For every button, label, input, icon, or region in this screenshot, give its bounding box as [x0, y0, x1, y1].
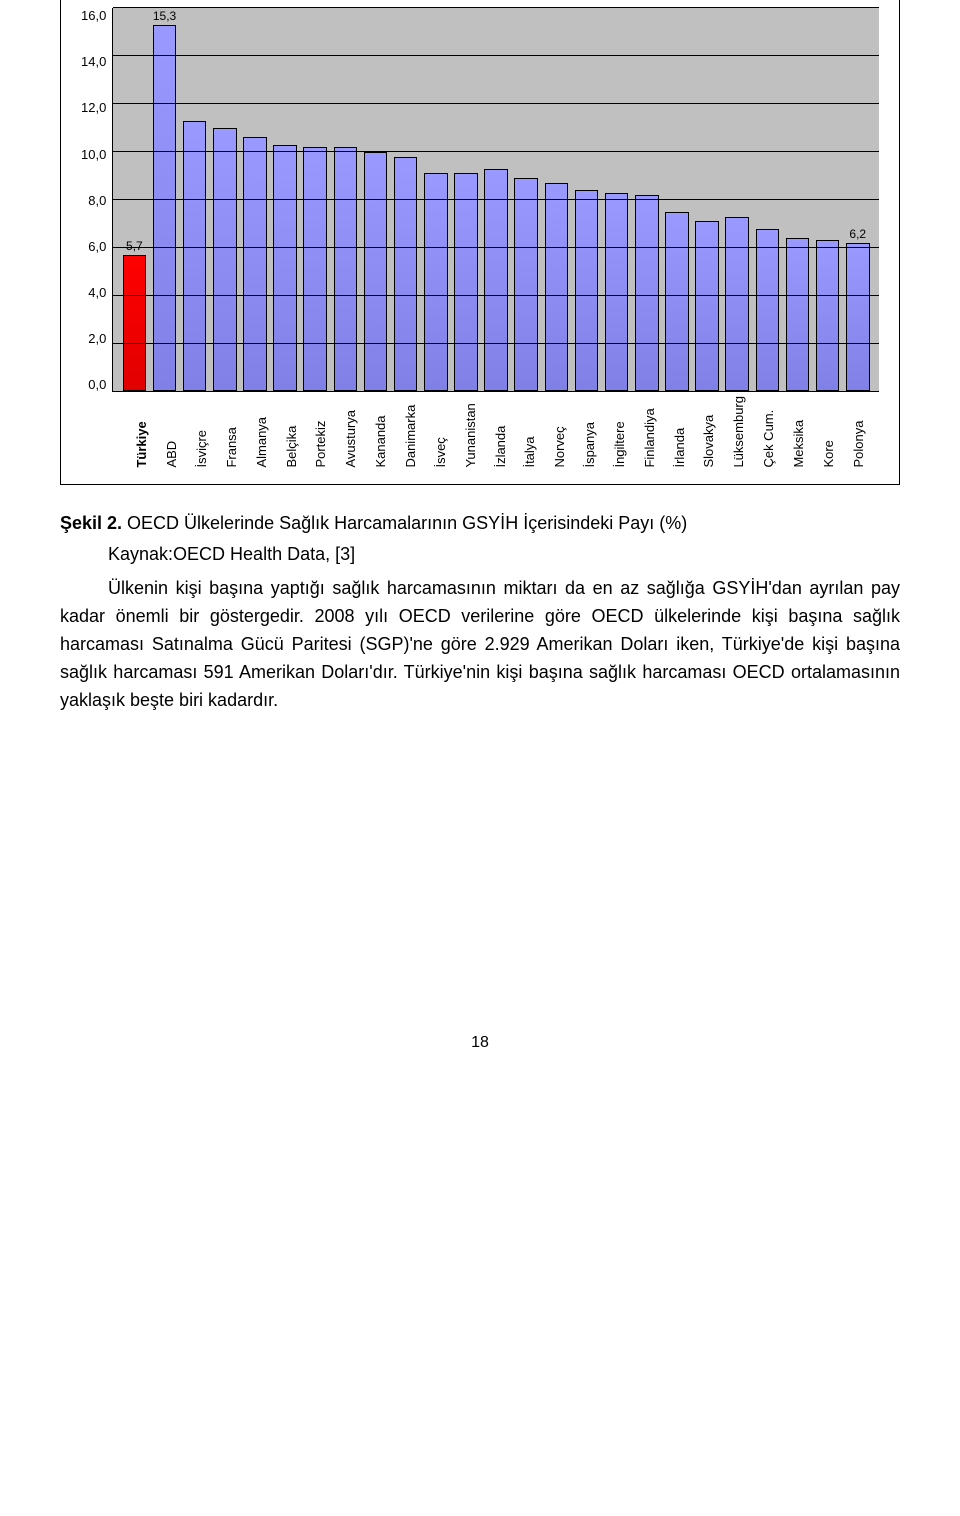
- bar: [816, 240, 840, 391]
- bar: [213, 128, 237, 392]
- y-tick-label: 0,0: [81, 377, 106, 392]
- x-tick-label: Portekiz: [313, 396, 328, 468]
- y-tick-label: 16,0: [81, 8, 106, 23]
- y-tick-label: 12,0: [81, 100, 106, 115]
- x-tick-label: Slovakya: [701, 396, 716, 468]
- bar: [484, 169, 508, 392]
- oecd-health-bar-chart: 16,014,012,010,08,06,04,02,00,0 5,715,36…: [81, 8, 879, 468]
- bar: [364, 152, 388, 392]
- bar: [394, 157, 418, 392]
- x-tick-label: Almanya: [254, 396, 269, 468]
- y-tick-label: 6,0: [81, 239, 106, 254]
- bar: [153, 25, 177, 392]
- bar: [303, 147, 327, 391]
- x-tick-label: İrlanda: [672, 396, 687, 468]
- x-tick-label: İsveç: [433, 396, 448, 468]
- bar: [846, 243, 870, 392]
- bar: [605, 193, 629, 392]
- x-tick-label: Fransa: [224, 396, 239, 468]
- bar: [514, 178, 538, 391]
- bar: [273, 145, 297, 392]
- x-axis-labels: Türkiye ABD İsviçre Fransa Almanya Belçika Por…: [121, 396, 879, 468]
- bar: [183, 121, 207, 392]
- gridline: [113, 103, 879, 104]
- caption-source: Kaynak:OECD Health Data, [3]: [60, 544, 900, 565]
- gridline: [113, 295, 879, 296]
- x-tick-label: Türkiye: [134, 396, 149, 468]
- x-tick-label: Belçika: [284, 396, 299, 468]
- plot-area: 5,715,36,2: [112, 8, 879, 392]
- gridline: [113, 55, 879, 56]
- body-paragraph: Ülkenin kişi başına yaptığı sağlık harca…: [60, 575, 900, 714]
- y-tick-label: 10,0: [81, 147, 106, 162]
- x-tick-label: Avusturya: [343, 396, 358, 468]
- x-tick-label: Finlandiya: [642, 396, 657, 468]
- gridline: [113, 7, 879, 8]
- x-tick-label: İngiltere: [612, 396, 627, 468]
- gridline: [113, 199, 879, 200]
- bar: [635, 195, 659, 392]
- gridline: [113, 343, 879, 344]
- caption-figure-num: Şekil 2.: [60, 513, 127, 533]
- x-tick-label: Danimarka: [403, 396, 418, 468]
- bar: [123, 255, 147, 392]
- bar: [756, 229, 780, 392]
- y-tick-label: 2,0: [81, 331, 106, 346]
- page-number: 18: [60, 1034, 900, 1052]
- bar: [454, 173, 478, 391]
- body-text: Ülkenin kişi başına yaptığı sağlık harca…: [60, 575, 900, 714]
- x-tick-label: İsviçre: [194, 396, 209, 468]
- x-tick-label: Kore: [821, 396, 836, 468]
- bar: [665, 212, 689, 392]
- chart-frame: 16,014,012,010,08,06,04,02,00,0 5,715,36…: [60, 0, 900, 485]
- y-axis: 16,0 14,0 12,0 10,0 8,0 6,0 4,0 2,0 0,0: [81, 8, 112, 392]
- x-tick-label: Lüksemburg: [731, 396, 746, 468]
- bar-value-label: 15,3: [153, 9, 176, 23]
- bar: [725, 217, 749, 392]
- bar-value-label: 6,2: [849, 227, 866, 241]
- x-tick-label: Polonya: [851, 396, 866, 468]
- x-tick-label: İspanya: [582, 396, 597, 468]
- bar: [786, 238, 810, 391]
- bar: [424, 173, 448, 391]
- x-tick-label: ABD: [164, 396, 179, 468]
- y-tick-label: 14,0: [81, 54, 106, 69]
- x-tick-label: İzlanda: [493, 396, 508, 468]
- x-tick-label: Meksika: [791, 396, 806, 468]
- bar: [545, 183, 569, 392]
- x-tick-label: İtalya: [522, 396, 537, 468]
- x-tick-label: Kananda: [373, 396, 388, 468]
- figure-caption: Şekil 2. OECD Ülkelerinde Sağlık Harcama…: [60, 513, 900, 534]
- caption-title: OECD Ülkelerinde Sağlık Harcamalarının G…: [127, 513, 687, 533]
- y-tick-label: 8,0: [81, 193, 106, 208]
- gridline: [113, 151, 879, 152]
- bar: [334, 147, 358, 391]
- x-tick-label: Norveç: [552, 396, 567, 468]
- x-tick-label: Yunanistan: [463, 396, 478, 468]
- gridline: [113, 247, 879, 248]
- y-tick-label: 4,0: [81, 285, 106, 300]
- bar: [575, 190, 599, 391]
- x-tick-label: Çek Cum.: [761, 396, 776, 468]
- bar: [243, 137, 267, 391]
